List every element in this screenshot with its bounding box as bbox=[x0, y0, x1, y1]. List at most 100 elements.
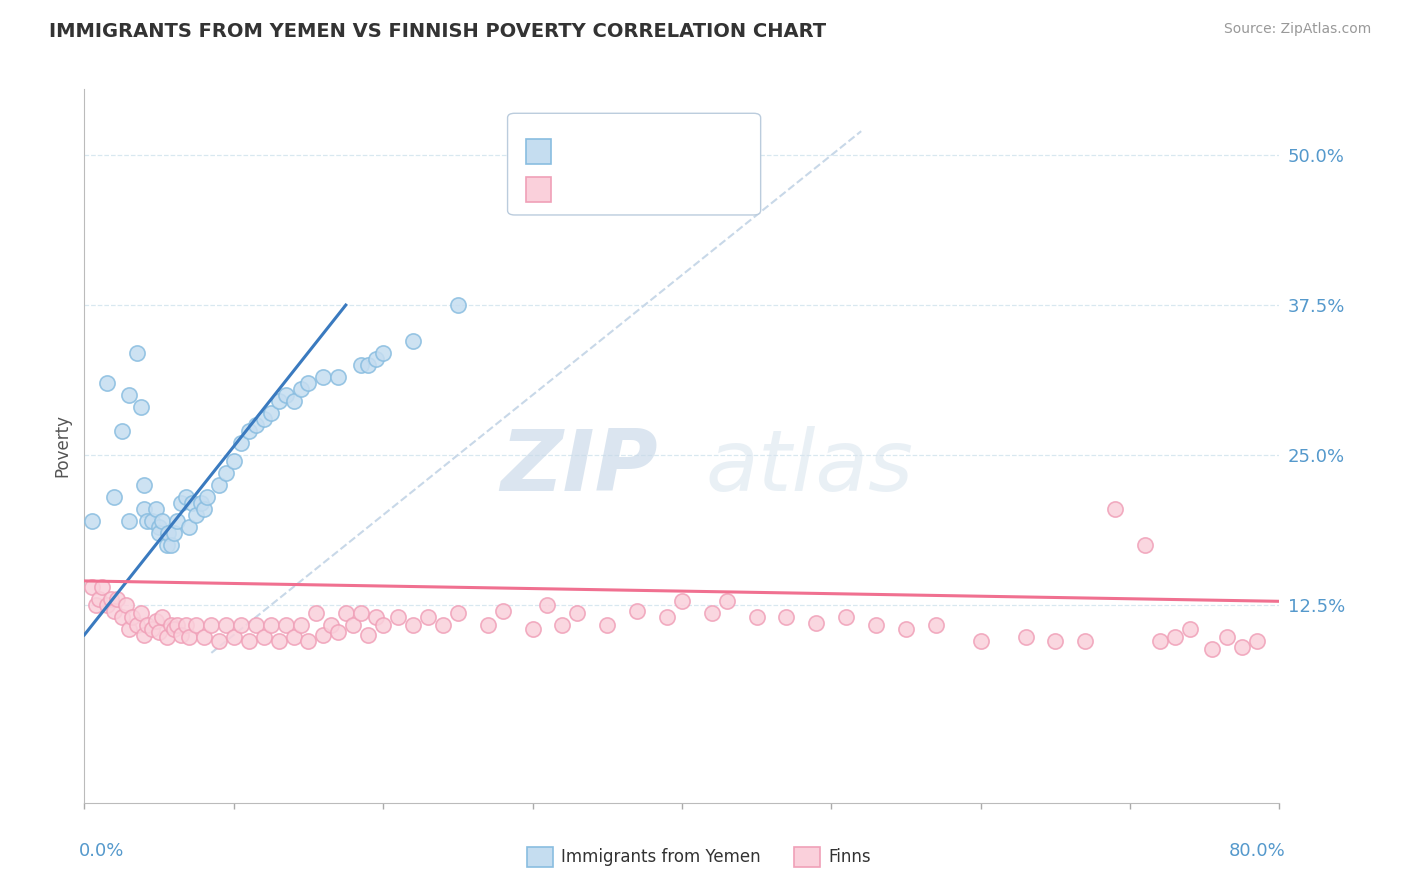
Point bbox=[231, 618, 253, 632]
Point bbox=[536, 598, 558, 612]
Point bbox=[96, 598, 118, 612]
Text: R = -0.076   N = 90: R = -0.076 N = 90 bbox=[558, 182, 741, 196]
Point bbox=[387, 610, 409, 624]
Point bbox=[141, 622, 163, 636]
Point bbox=[160, 618, 183, 632]
Point bbox=[145, 502, 167, 516]
Point bbox=[1246, 633, 1268, 648]
Point bbox=[522, 148, 544, 162]
Point bbox=[1104, 502, 1126, 516]
Point bbox=[150, 610, 173, 624]
Point bbox=[148, 520, 170, 534]
Point bbox=[238, 424, 260, 438]
Point bbox=[267, 394, 290, 409]
Point bbox=[267, 633, 290, 648]
Point bbox=[222, 454, 245, 468]
Point bbox=[551, 618, 574, 632]
Point bbox=[118, 388, 141, 402]
Point bbox=[103, 490, 125, 504]
Y-axis label: Poverty: Poverty bbox=[53, 415, 72, 477]
Point bbox=[626, 604, 648, 618]
Point bbox=[132, 628, 156, 642]
Point bbox=[177, 630, 200, 644]
Point bbox=[96, 376, 118, 390]
Point bbox=[522, 622, 544, 636]
Point bbox=[121, 610, 143, 624]
Point bbox=[177, 520, 200, 534]
Point bbox=[145, 614, 167, 628]
Point bbox=[231, 436, 253, 450]
Point bbox=[91, 580, 114, 594]
Text: Source: ZipAtlas.com: Source: ZipAtlas.com bbox=[1223, 22, 1371, 37]
Point bbox=[129, 607, 152, 621]
Point bbox=[100, 591, 122, 606]
Point bbox=[103, 604, 125, 618]
Point bbox=[364, 610, 387, 624]
Point bbox=[357, 628, 380, 642]
Point bbox=[155, 538, 177, 552]
Point bbox=[163, 622, 186, 636]
Point bbox=[835, 610, 858, 624]
Point bbox=[364, 352, 387, 367]
Point bbox=[290, 618, 312, 632]
Point bbox=[89, 591, 111, 606]
Point bbox=[190, 496, 212, 510]
Point bbox=[253, 412, 276, 426]
Point bbox=[170, 628, 193, 642]
Point bbox=[150, 514, 173, 528]
Point bbox=[447, 298, 470, 312]
Point bbox=[155, 630, 177, 644]
Point bbox=[357, 358, 380, 372]
Point bbox=[775, 610, 797, 624]
Point bbox=[970, 633, 993, 648]
Point bbox=[253, 630, 276, 644]
Point bbox=[136, 514, 159, 528]
Point bbox=[118, 622, 141, 636]
Point bbox=[655, 610, 678, 624]
Text: IMMIGRANTS FROM YEMEN VS FINNISH POVERTY CORRELATION CHART: IMMIGRANTS FROM YEMEN VS FINNISH POVERTY… bbox=[49, 22, 827, 41]
Point bbox=[215, 618, 238, 632]
Point bbox=[925, 618, 948, 632]
Point bbox=[193, 502, 215, 516]
Point bbox=[222, 630, 245, 644]
Point bbox=[170, 496, 193, 510]
Point bbox=[373, 618, 395, 632]
Text: 0.0%: 0.0% bbox=[79, 842, 124, 860]
Point bbox=[402, 334, 425, 348]
Text: 80.0%: 80.0% bbox=[1229, 842, 1285, 860]
Point bbox=[350, 358, 373, 372]
Point bbox=[148, 525, 170, 540]
Point bbox=[671, 594, 693, 608]
Point bbox=[1074, 633, 1097, 648]
Point bbox=[342, 618, 364, 632]
Point bbox=[806, 615, 828, 630]
Point bbox=[186, 618, 208, 632]
Point bbox=[335, 607, 357, 621]
Point bbox=[297, 376, 319, 390]
Point bbox=[274, 618, 297, 632]
Point bbox=[745, 610, 768, 624]
Point bbox=[238, 633, 260, 648]
Point bbox=[129, 400, 152, 414]
Point bbox=[193, 630, 215, 644]
Point bbox=[105, 591, 128, 606]
Point bbox=[208, 478, 231, 492]
Point bbox=[157, 525, 180, 540]
Point bbox=[492, 604, 515, 618]
Point bbox=[1149, 633, 1171, 648]
Point bbox=[118, 514, 141, 528]
Point bbox=[260, 406, 283, 420]
Text: atlas: atlas bbox=[706, 425, 914, 509]
Point bbox=[865, 618, 887, 632]
Text: Immigrants from Yemen: Immigrants from Yemen bbox=[561, 848, 761, 866]
Point bbox=[700, 607, 723, 621]
Point bbox=[86, 598, 108, 612]
Point bbox=[1014, 630, 1036, 644]
Point bbox=[1230, 640, 1253, 654]
Point bbox=[80, 580, 103, 594]
Point bbox=[716, 594, 738, 608]
Point bbox=[160, 538, 183, 552]
Point bbox=[125, 618, 148, 632]
Point bbox=[1133, 538, 1156, 552]
Point bbox=[297, 633, 319, 648]
